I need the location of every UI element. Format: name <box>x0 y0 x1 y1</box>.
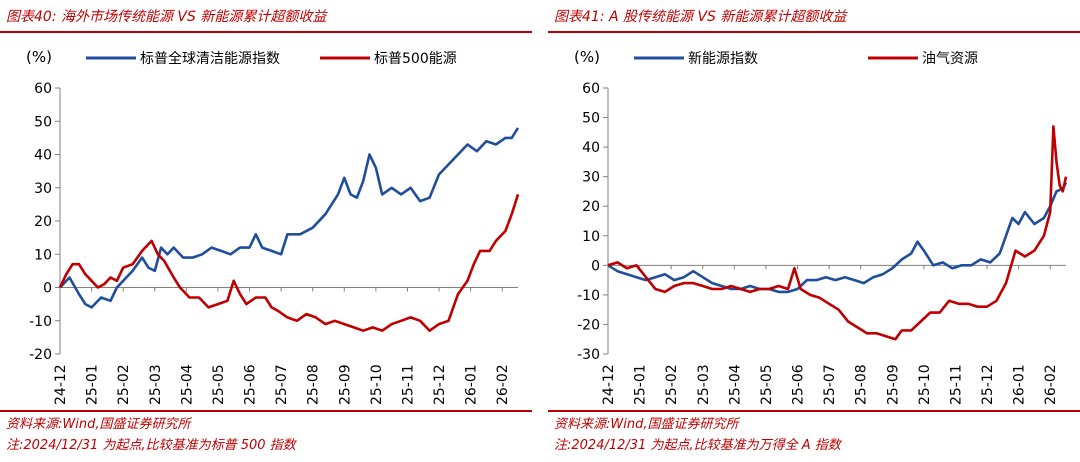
right-y-tick-label: 10 <box>582 229 600 245</box>
left-x-tick-label: 25-03 <box>148 364 164 405</box>
left-y-tick-label: 0 <box>43 281 52 297</box>
right-series-line-1 <box>607 181 1068 294</box>
right-x-tick-label: 25-12 <box>980 364 996 405</box>
left-footer-divider <box>0 410 532 412</box>
left-x-tick-label: 25-06 <box>243 364 259 405</box>
left-x-tick-label: 25-11 <box>400 364 416 405</box>
left-legend-label-1: 标普全球清洁能源指数 <box>140 50 280 67</box>
left-series-line-2 <box>58 194 520 332</box>
right-x-tick-label: 24-12 <box>601 364 617 405</box>
left-x-tick-label: 25-07 <box>274 364 290 405</box>
left-y-tick-label: -10 <box>29 314 52 330</box>
right-x-tick-label: 25-01 <box>633 364 649 405</box>
right-legend-label-2: 油气资源 <box>922 51 978 67</box>
right-y-tick-label: 0 <box>591 258 600 274</box>
left-source-note: 资料来源:Wind,国盛证券研究所 <box>6 417 191 432</box>
left-y-axis-label: (%) <box>26 48 52 66</box>
right-legend-label-1: 新能源指数 <box>688 51 758 67</box>
left-y-tick-label: 40 <box>34 148 52 164</box>
right-x-tick-label: 25-10 <box>917 364 933 405</box>
left-x-tick-label: 26-01 <box>464 364 480 405</box>
right-x-tick-label: 25-06 <box>791 364 807 405</box>
right-x-tick-label: 25-07 <box>822 364 838 405</box>
right-x-tick-label: 25-08 <box>854 364 870 405</box>
left-panel: 图表40: 海外市场传统能源 VS 新能源累计超额收益 (%) 标普全球清洁能源指… <box>0 0 532 462</box>
right-footnote: 注:2024/12/31 为起点,比较基准为万得全 A 指数 <box>554 438 841 453</box>
right-x-tick-label: 25-02 <box>664 364 680 405</box>
left-x-tick-label: 26-02 <box>495 364 511 405</box>
right-y-tick-label: 60 <box>582 81 600 97</box>
left-y-tick-label: 10 <box>34 247 52 263</box>
left-footnote: 注:2024/12/31 为起点,比较基准为标普 500 指数 <box>6 438 296 453</box>
left-y-tick-label: -20 <box>29 347 52 363</box>
left-y-tick-label: 20 <box>34 214 52 230</box>
right-y-tick-label: 40 <box>582 140 600 156</box>
right-y-tick-label: -30 <box>577 347 600 363</box>
right-x-tick-label: 25-04 <box>727 364 743 405</box>
left-x-tick-label: 25-10 <box>369 364 385 405</box>
right-y-tick-label: 30 <box>582 170 600 186</box>
left-series-line-1 <box>59 127 520 309</box>
right-y-tick-label: 20 <box>582 199 600 215</box>
left-x-tick-label: 24-12 <box>53 364 69 405</box>
right-y-tick-label: 50 <box>582 111 600 127</box>
left-title-divider <box>0 31 532 33</box>
left-line-chart: (%) 标普全球清洁能源指数 标普500能源 -20 -10 0 10 20 30 40 50 60 2… <box>26 48 520 405</box>
right-x-tick-label: 25-05 <box>759 364 775 405</box>
right-panel-title: 图表41: A 股传统能源 VS 新能源累计超额收益 <box>554 9 847 25</box>
right-x-tick-label: 25-09 <box>885 364 901 405</box>
left-x-tick-label: 25-04 <box>179 364 195 405</box>
right-series-line-2 <box>607 125 1068 341</box>
left-x-tick-label: 25-02 <box>116 364 132 405</box>
left-y-tick-label: 60 <box>34 81 52 97</box>
right-panel: 图表41: A 股传统能源 VS 新能源累计超额收益 (%) 新能源指数 油气资源 -… <box>548 0 1080 462</box>
left-x-tick-label: 25-12 <box>432 364 448 405</box>
right-line-chart: (%) 新能源指数 油气资源 -30 -20 -10 0 10 20 30 40 50 60 24-12 2… <box>574 48 1068 405</box>
right-y-axis-label: (%) <box>574 48 600 66</box>
right-x-tick-label: 26-01 <box>1012 364 1028 405</box>
left-legend-label-2: 标普500能源 <box>374 51 457 67</box>
left-x-tick-label: 25-01 <box>85 364 101 405</box>
left-x-tick-label: 25-09 <box>337 364 353 405</box>
right-y-tick-label: -20 <box>577 317 600 333</box>
right-x-tick-label: 25-03 <box>696 364 712 405</box>
right-x-tick-label: 26-02 <box>1043 364 1059 405</box>
right-footer-divider <box>548 410 1080 412</box>
right-x-tick-label: 25-11 <box>948 364 964 405</box>
left-panel-title: 图表40: 海外市场传统能源 VS 新能源累计超额收益 <box>6 9 327 25</box>
left-x-tick-label: 25-05 <box>211 364 227 405</box>
right-y-tick-label: -10 <box>577 288 600 304</box>
right-title-divider <box>548 31 1080 33</box>
right-source-note: 资料来源:Wind,国盛证券研究所 <box>554 417 739 432</box>
left-x-tick-label: 25-08 <box>306 364 322 405</box>
left-y-tick-label: 30 <box>34 181 52 197</box>
left-y-tick-label: 50 <box>34 114 52 130</box>
